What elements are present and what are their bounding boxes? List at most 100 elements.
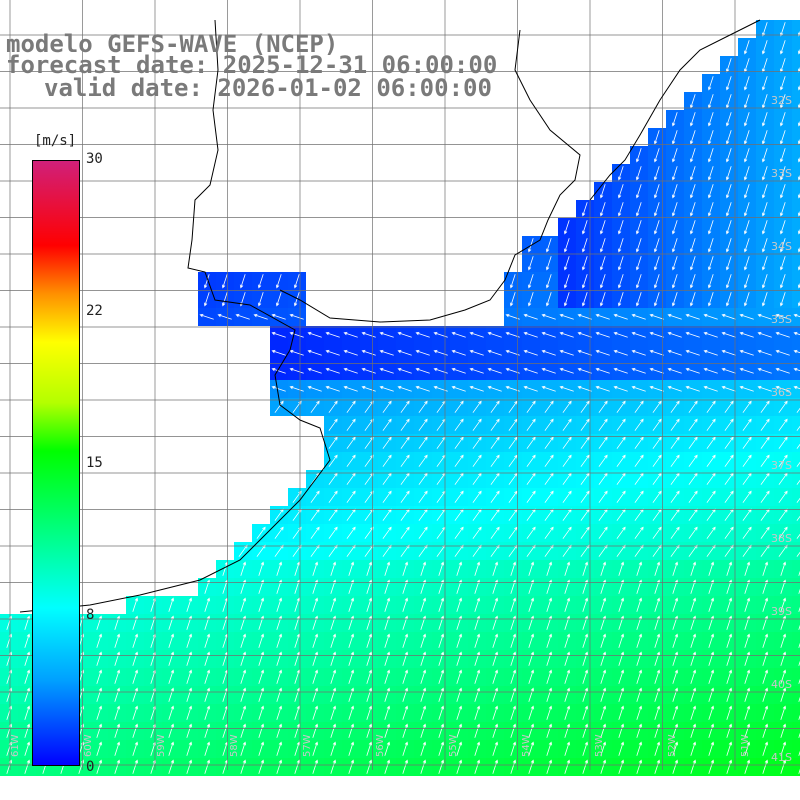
wind-arrow: [618, 723, 625, 738]
wind-arrow: [289, 385, 304, 392]
wind-arrow: [361, 331, 376, 338]
wind-arrow: [671, 238, 678, 253]
wind-arrow: [168, 669, 175, 684]
wind-arrow: [186, 651, 193, 666]
wind-arrow: [325, 331, 340, 338]
wind-arrow: [382, 490, 392, 503]
wind-arrow: [239, 274, 246, 289]
wind-arrow: [793, 367, 800, 372]
wind-arrow: [490, 454, 500, 467]
wind-arrow: [793, 349, 800, 354]
wind-arrow: [544, 454, 554, 467]
wind-arrow: [743, 166, 750, 181]
wind-arrow: [168, 615, 175, 630]
wind-arrow: [654, 597, 661, 612]
wind-arrow: [544, 490, 554, 503]
wind-arrow: [600, 741, 607, 756]
wind-arrow: [451, 349, 466, 356]
wind-arrow: [775, 385, 790, 392]
wind-arrow: [275, 292, 282, 307]
wind-arrow: [474, 561, 481, 576]
wind-arrow: [743, 256, 750, 271]
wind-arrow: [581, 256, 588, 271]
wind-arrow: [690, 759, 697, 774]
wind-arrow: [433, 349, 448, 356]
wind-arrow: [325, 385, 340, 392]
wind-arrow: [114, 705, 121, 720]
wind-arrow: [649, 331, 664, 338]
wind-arrow: [456, 705, 463, 720]
wind-arrow: [528, 741, 535, 756]
wind-arrow: [348, 669, 355, 684]
wind-arrow: [761, 202, 768, 217]
wind-arrow: [366, 651, 373, 666]
wind-arrow: [544, 436, 554, 449]
wind-arrow: [636, 687, 643, 702]
wind-arrow: [312, 669, 319, 684]
wind-speed-cells: [0, 20, 800, 776]
wind-arrow: [616, 418, 626, 431]
wind-arrow: [688, 454, 698, 467]
wind-arrow: [653, 166, 660, 181]
wind-arrow: [415, 367, 430, 374]
wind-arrow: [671, 166, 678, 181]
wind-arrow: [204, 759, 211, 774]
wind-arrow: [382, 418, 392, 431]
wind-arrow: [667, 313, 682, 320]
wind-arrow: [204, 705, 211, 720]
wind-arrow: [397, 385, 412, 392]
wind-arrow: [779, 40, 786, 55]
wind-arrow: [685, 349, 700, 356]
wind-arrow: [617, 256, 624, 271]
wind-arrow: [667, 385, 682, 392]
wind-cell: [792, 398, 800, 416]
wind-arrow: [672, 759, 679, 774]
wind-arrow: [725, 76, 732, 91]
wind-arrow: [689, 184, 696, 199]
wind-arrow: [617, 166, 624, 181]
wind-arrow: [581, 202, 588, 217]
wind-arrow: [433, 385, 448, 392]
wind-arrow: [631, 313, 646, 320]
wind-arrow: [582, 669, 589, 684]
wind-arrow: [577, 331, 592, 338]
wind-arrow: [217, 313, 232, 320]
wind-arrow: [545, 274, 552, 289]
wind-arrow: [526, 454, 536, 467]
wind-arrow: [725, 220, 732, 235]
wind-arrow: [635, 292, 642, 307]
wind-arrow: [508, 454, 518, 467]
wind-arrow: [653, 274, 660, 289]
wind-arrow: [708, 651, 715, 666]
wind-arrow: [312, 741, 319, 756]
wind-arrow: [402, 705, 409, 720]
wind-arrow: [348, 651, 355, 666]
wind-arrow: [671, 256, 678, 271]
wind-arrow: [257, 274, 264, 289]
wind-arrow: [474, 633, 481, 648]
wind-arrow: [580, 400, 590, 413]
wind-arrow: [559, 331, 574, 338]
wind-arrow: [726, 597, 733, 612]
wind-arrow: [689, 130, 696, 145]
wind-arrow: [186, 669, 193, 684]
wind-arrow: [564, 615, 571, 630]
wind-arrow: [725, 202, 732, 217]
wind-arrow: [114, 669, 121, 684]
wind-arrow: [635, 274, 642, 289]
wind-arrow: [744, 723, 751, 738]
wind-arrow: [474, 669, 481, 684]
wind-arrow: [186, 633, 193, 648]
wind-arrow: [24, 651, 31, 666]
wind-arrow: [366, 687, 373, 702]
wind-arrow: [690, 651, 697, 666]
wind-arrow: [240, 561, 247, 576]
wind-arrow: [328, 436, 338, 449]
wind-cell: [792, 470, 800, 488]
wind-arrow: [724, 418, 734, 431]
wind-cell: [792, 110, 800, 128]
wind-arrow: [726, 633, 733, 648]
latitude-label: 39S: [771, 605, 792, 618]
wind-arrow: [779, 112, 786, 127]
wind-arrow: [688, 490, 698, 503]
